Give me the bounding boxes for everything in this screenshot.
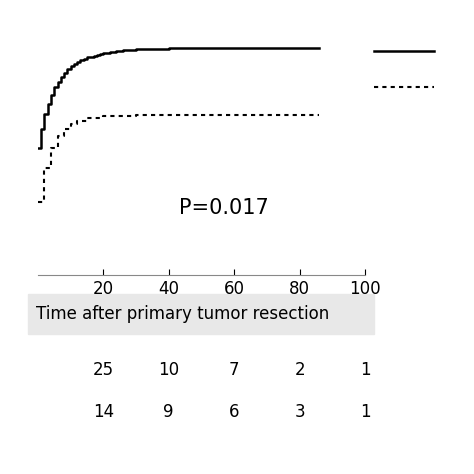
Text: 25: 25 xyxy=(93,361,114,379)
Text: 7: 7 xyxy=(229,361,239,379)
Text: 9: 9 xyxy=(164,403,174,421)
Text: 1: 1 xyxy=(360,361,370,379)
Text: 14: 14 xyxy=(93,403,114,421)
Text: P=0.017: P=0.017 xyxy=(179,198,268,218)
Text: 1: 1 xyxy=(360,403,370,421)
Text: 10: 10 xyxy=(158,361,179,379)
Text: 3: 3 xyxy=(294,403,305,421)
Text: Time after primary tumor resection: Time after primary tumor resection xyxy=(36,305,329,323)
Text: 6: 6 xyxy=(229,403,239,421)
Text: 2: 2 xyxy=(294,361,305,379)
